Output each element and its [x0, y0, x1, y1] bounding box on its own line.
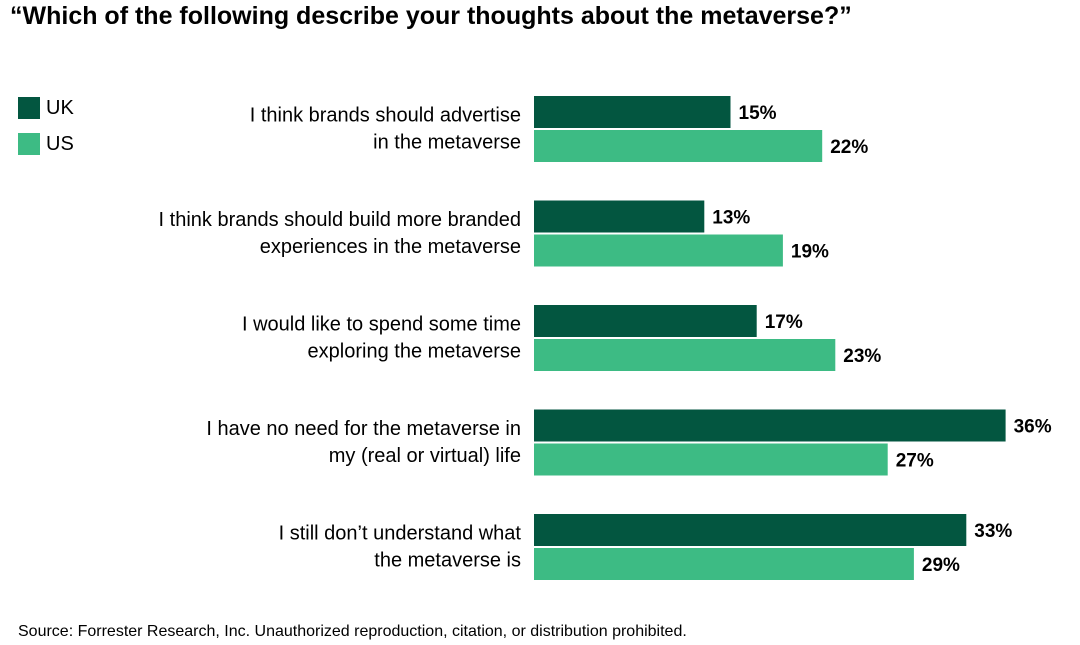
category-label-3-line-1: I would like to spend some time	[242, 314, 521, 336]
value-label-us-4: 27%	[896, 451, 934, 472]
value-label-us-5: 29%	[922, 555, 960, 576]
bar-us-4	[534, 443, 888, 476]
legend-swatch-us	[18, 133, 40, 155]
value-label-us-1: 22%	[830, 137, 868, 158]
bar-us-1	[534, 130, 823, 162]
category-label-4-line-2: my (real or virtual) life	[329, 445, 521, 467]
category-label-5-line-2: the metaverse is	[374, 550, 521, 572]
value-label-uk-5: 33%	[974, 521, 1012, 542]
bar-us-3	[534, 339, 836, 371]
value-label-us-3: 23%	[843, 346, 881, 367]
legend-label-uk: UK	[46, 97, 74, 119]
legend-item-us: US	[18, 132, 74, 156]
bar-uk-2	[534, 200, 705, 233]
category-label-1-line-1: I think brands should advertise	[250, 105, 521, 127]
bar-uk-1	[534, 96, 731, 128]
value-label-uk-1: 15%	[739, 103, 777, 124]
category-label-5-line-1: I still don’t understand what	[279, 523, 522, 545]
value-label-us-2: 19%	[791, 242, 829, 263]
category-label-3-line-2: exploring the metaverse	[308, 341, 521, 363]
legend-swatch-uk	[18, 97, 40, 119]
bar-us-2	[534, 234, 783, 267]
value-label-uk-4: 36%	[1014, 417, 1052, 438]
category-label-4-line-1: I have no need for the metaverse in	[206, 418, 521, 440]
category-label-2-line-2: experiences in the metaverse	[260, 236, 521, 258]
value-label-uk-2: 13%	[712, 208, 750, 229]
bar-uk-5	[534, 514, 967, 546]
chart-title: “Which of the following describe your th…	[10, 2, 852, 30]
legend: UK US	[18, 96, 74, 168]
category-label-2-line-1: I think brands should build more branded	[159, 209, 521, 231]
bar-uk-4	[534, 409, 1006, 442]
legend-label-us: US	[46, 133, 74, 155]
legend-item-uk: UK	[18, 96, 74, 120]
value-label-uk-3: 17%	[765, 312, 803, 333]
bar-uk-3	[534, 305, 757, 337]
bar-us-5	[534, 548, 914, 580]
source-note: Source: Forrester Research, Inc. Unautho…	[18, 623, 687, 640]
category-label-1-line-2: in the metaverse	[373, 132, 521, 154]
